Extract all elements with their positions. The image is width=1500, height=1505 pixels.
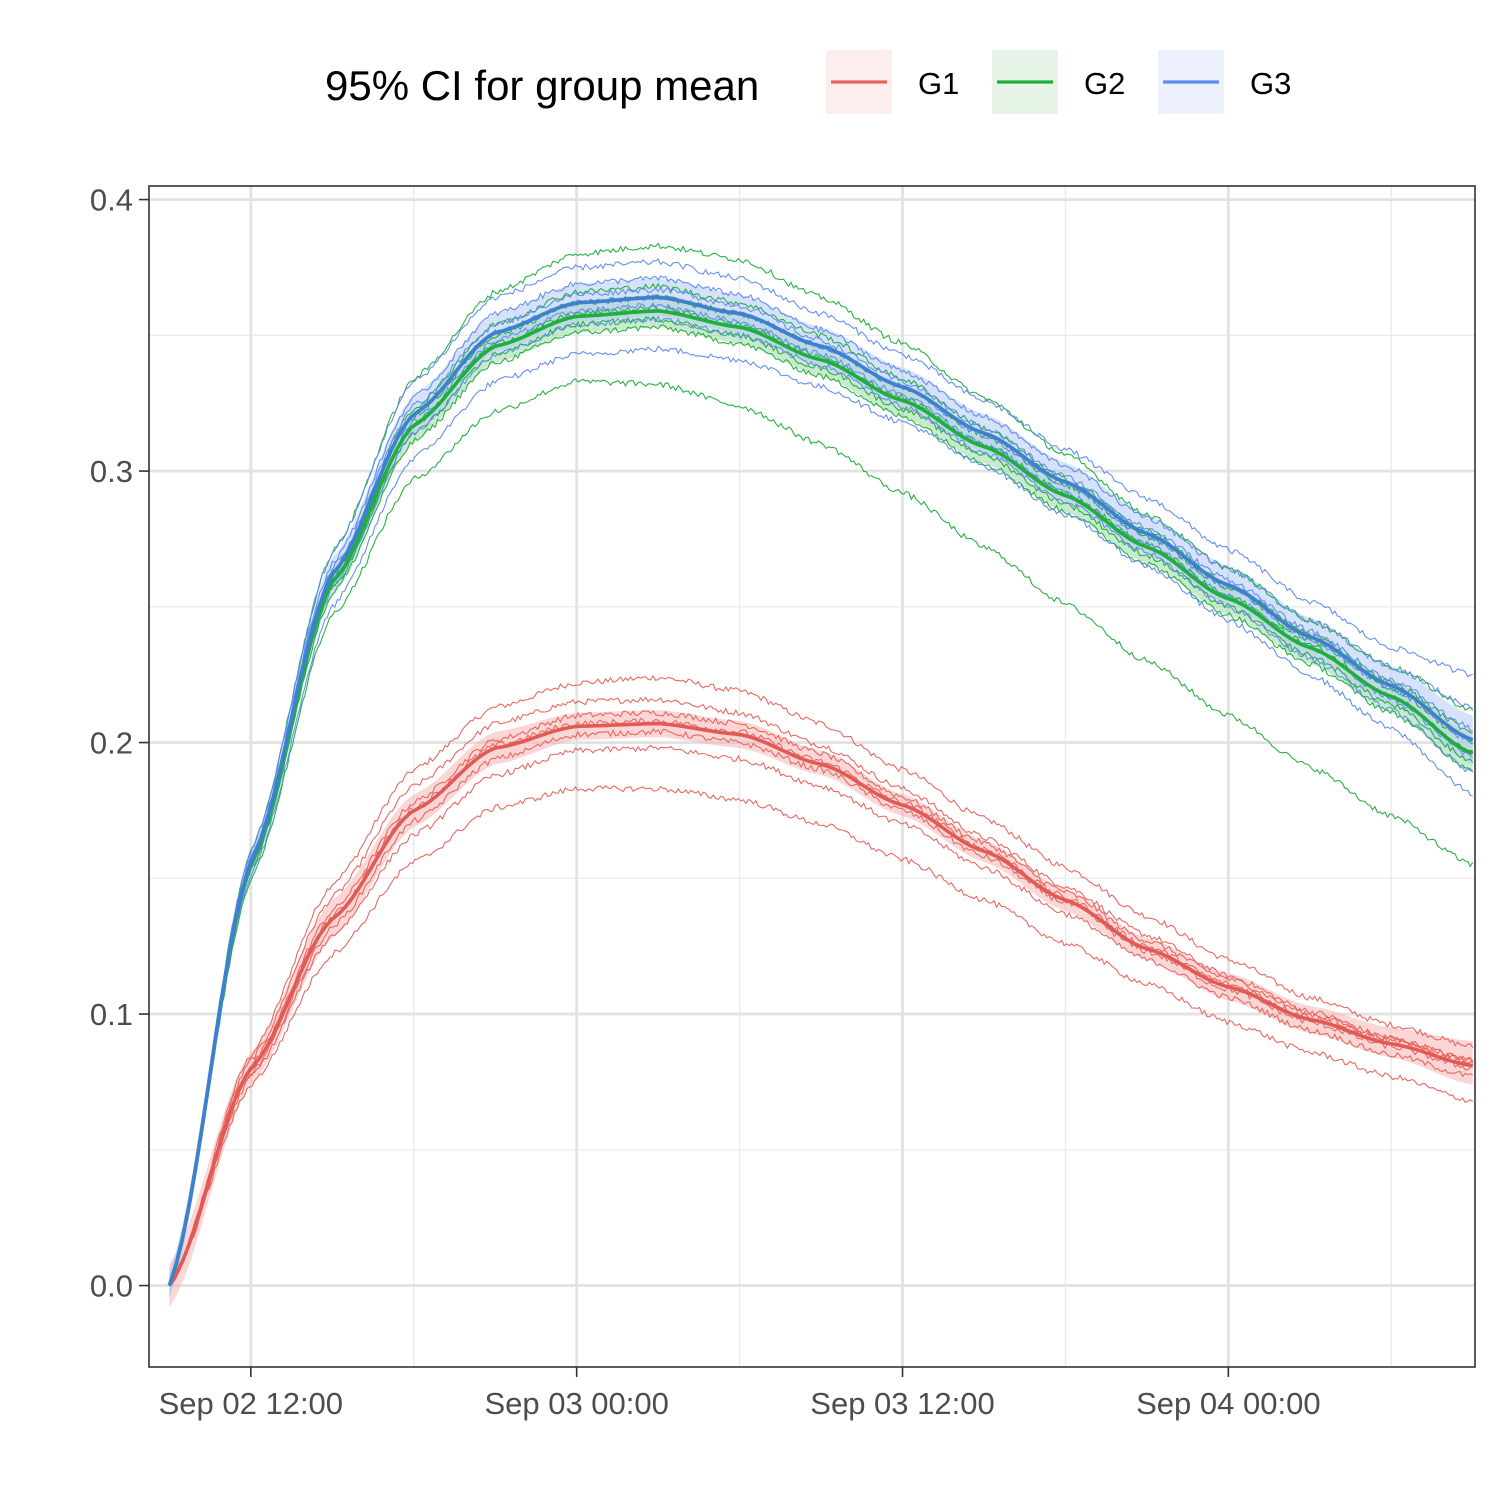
mean-lines: [167, 295, 1474, 1287]
x-tick-label: Sep 03 00:00: [484, 1386, 668, 1421]
legend-title: 95% CI for group mean: [325, 62, 759, 109]
x-axis: Sep 02 12:00 Sep 03 00:00 Sep 03 12:00 Sep …: [159, 1367, 1321, 1421]
individual-line-g1: [168, 696, 1474, 1286]
y-tick-label: 0.2: [90, 726, 133, 761]
individual-line-g1: [169, 710, 1474, 1287]
legend-label-g3: G3: [1250, 66, 1291, 101]
y-axis: 0.0 0.1 0.2 0.3 0.4: [90, 183, 149, 1304]
x-tick-label: Sep 04 00:00: [1136, 1386, 1320, 1421]
individual-line-g2: [168, 315, 1474, 1286]
individual-line-g3: [168, 315, 1474, 1286]
individual-line-g3: [168, 258, 1473, 1286]
legend: 95% CI for group mean G1 G2 G3: [325, 50, 1291, 114]
individual-line-g1: [168, 744, 1473, 1286]
plot-grid: [149, 186, 1475, 1367]
individual-line-g1: [168, 674, 1474, 1286]
mean-line-g2: [167, 309, 1474, 1287]
individual-line-g3: [168, 286, 1473, 1286]
individual-line-g2: [168, 324, 1474, 1286]
x-tick-label: Sep 03 12:00: [810, 1386, 994, 1421]
plot-panel-border: [148, 185, 1476, 1368]
individual-line-g3: [168, 345, 1473, 1286]
y-tick-label: 0.3: [90, 454, 133, 489]
legend-label-g2: G2: [1084, 66, 1125, 101]
y-tick-label: 0.0: [90, 1269, 133, 1304]
individual-line-g2: [168, 378, 1474, 1286]
individual-line-g1: [169, 785, 1474, 1286]
individual-line-g3: [168, 275, 1473, 1286]
legend-keys: G1 G2 G3: [826, 50, 1291, 114]
mean-line-g3: [167, 295, 1474, 1287]
legend-label-g1: G1: [918, 66, 959, 101]
y-tick-label: 0.1: [90, 997, 133, 1032]
x-tick-label: Sep 02 12:00: [159, 1386, 343, 1421]
y-tick-label: 0.4: [90, 183, 133, 218]
mean-line-g1: [167, 721, 1474, 1287]
individual-line-g1: [168, 717, 1474, 1286]
